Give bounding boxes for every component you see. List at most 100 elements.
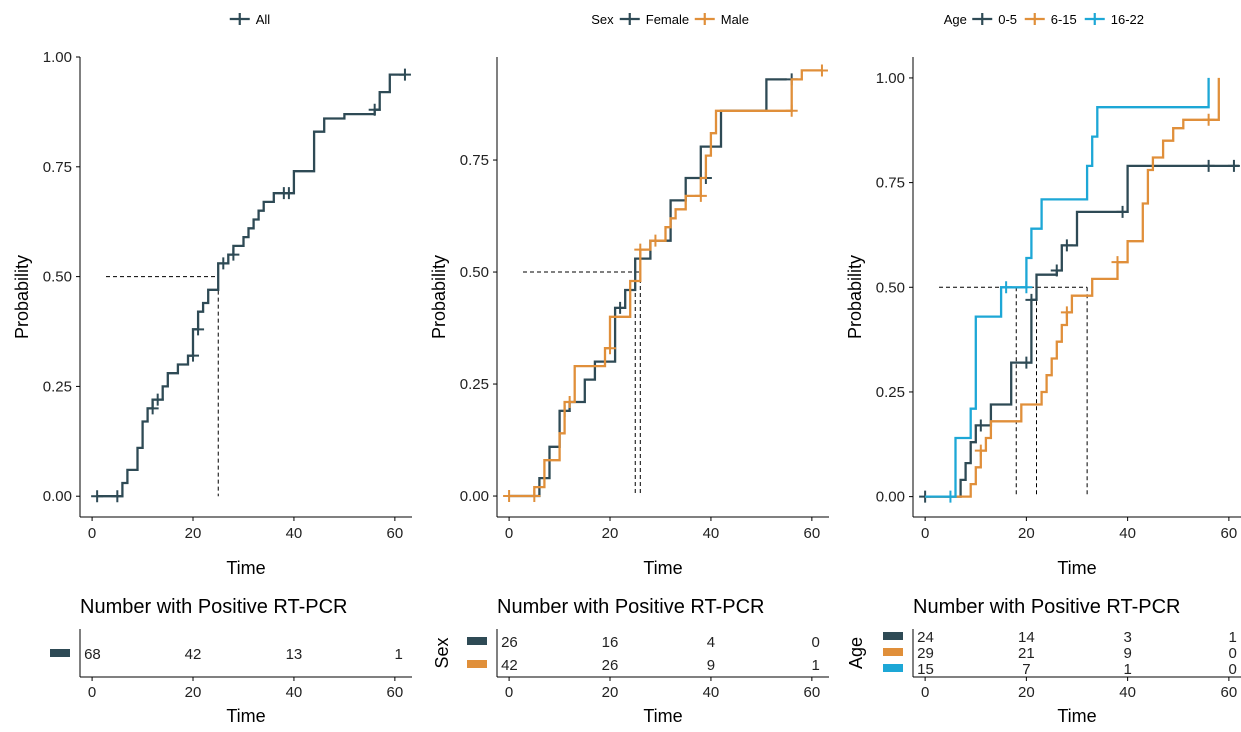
x-tick-label: 0 xyxy=(88,525,96,542)
x-tick-label: 20 xyxy=(602,525,619,542)
risk-x-tick-label: 60 xyxy=(387,684,404,701)
legend-entry: 0-5 xyxy=(998,12,1017,27)
censor-mark xyxy=(944,490,957,503)
censor-mark xyxy=(634,243,647,256)
legend-entry: All xyxy=(256,12,271,27)
censor-mark xyxy=(368,103,381,116)
y-tick-label: 0.25 xyxy=(460,376,489,393)
risk-count: 42 xyxy=(501,657,518,674)
risk-row-swatch xyxy=(883,632,903,640)
risk-count: 14 xyxy=(1018,629,1035,646)
legend-title: Age xyxy=(944,12,967,27)
risk-x-tick-label: 0 xyxy=(88,684,96,701)
censor-mark xyxy=(187,349,200,362)
risk-x-tick-label: 60 xyxy=(804,684,821,701)
risk-x-tick-label: 40 xyxy=(1119,684,1136,701)
censor-mark xyxy=(146,402,159,415)
x-tick-label: 0 xyxy=(505,525,513,542)
risk-x-axis-label: Time xyxy=(643,706,682,726)
y-axis-label: Probability xyxy=(429,255,449,339)
censor-mark xyxy=(151,393,164,406)
censor-mark xyxy=(217,257,230,270)
censor-mark xyxy=(192,323,205,336)
legend-entry: 6-15 xyxy=(1051,12,1077,27)
censor-mark xyxy=(503,490,516,503)
censor-mark xyxy=(1116,205,1129,218)
risk-table-title: Number with Positive RT-PCR xyxy=(913,596,1180,618)
y-tick-label: 0.75 xyxy=(43,159,72,176)
legend-entry: 16-22 xyxy=(1111,12,1144,27)
y-tick-label: 1.00 xyxy=(43,49,72,66)
risk-x-tick-label: 0 xyxy=(921,684,929,701)
censor-mark xyxy=(111,490,124,503)
censor-mark xyxy=(528,490,541,503)
y-tick-label: 0.00 xyxy=(43,488,72,505)
risk-count: 0 xyxy=(812,634,820,651)
risk-x-tick-label: 40 xyxy=(286,684,303,701)
risk-x-tick-label: 20 xyxy=(602,684,619,701)
risk-row-swatch xyxy=(467,637,487,645)
censor-mark xyxy=(1111,256,1124,269)
risk-count: 1 xyxy=(1229,629,1237,646)
risk-count: 26 xyxy=(602,657,619,674)
censor-mark xyxy=(785,104,798,117)
risk-count: 26 xyxy=(501,634,518,651)
censor-mark xyxy=(1020,281,1033,294)
x-axis-label: Time xyxy=(226,558,265,578)
risk-y-axis-label: Age xyxy=(846,637,866,669)
censor-mark xyxy=(398,68,411,81)
x-axis-label: Time xyxy=(643,558,682,578)
risk-count: 42 xyxy=(185,646,202,663)
risk-row-swatch xyxy=(467,660,487,668)
censor-mark xyxy=(1202,159,1215,172)
censor-mark xyxy=(563,395,576,408)
risk-count: 1 xyxy=(1123,661,1131,678)
censor-mark xyxy=(1060,306,1073,319)
censor-mark xyxy=(974,419,987,432)
risk-count: 0 xyxy=(1229,645,1237,662)
risk-row-swatch xyxy=(50,649,70,657)
y-tick-label: 0.50 xyxy=(43,269,72,286)
risk-count: 24 xyxy=(917,629,934,646)
y-tick-label: 0.25 xyxy=(43,378,72,395)
censor-mark xyxy=(649,234,662,247)
x-tick-label: 60 xyxy=(1221,525,1238,542)
y-tick-label: 0.00 xyxy=(460,488,489,505)
x-tick-label: 20 xyxy=(1018,525,1035,542)
risk-y-axis-label: Sex xyxy=(432,637,452,668)
legend-entry: Male xyxy=(721,12,749,27)
x-tick-label: 60 xyxy=(387,525,404,542)
x-tick-label: 40 xyxy=(703,525,720,542)
risk-x-tick-label: 40 xyxy=(703,684,720,701)
y-axis-label: Probability xyxy=(12,255,32,339)
risk-x-axis-label: Time xyxy=(226,706,265,726)
censor-mark xyxy=(614,301,627,314)
censor-mark xyxy=(1050,264,1063,277)
x-tick-label: 20 xyxy=(185,525,202,542)
y-tick-label: 0.25 xyxy=(876,384,905,401)
risk-row-swatch xyxy=(883,648,903,656)
series-line-6-15 xyxy=(925,77,1220,498)
x-tick-label: 60 xyxy=(804,525,821,542)
censor-mark xyxy=(1060,239,1073,252)
risk-table-title: Number with Positive RT-PCR xyxy=(497,596,764,618)
y-tick-label: 1.00 xyxy=(876,70,905,87)
series-line-Female xyxy=(509,78,787,498)
risk-count: 9 xyxy=(1123,645,1131,662)
risk-count: 15 xyxy=(917,661,934,678)
risk-count: 4 xyxy=(707,634,715,651)
risk-count: 13 xyxy=(286,646,303,663)
risk-row-swatch xyxy=(883,664,903,672)
y-tick-label: 0.75 xyxy=(460,152,489,169)
risk-count: 7 xyxy=(1022,661,1030,678)
censor-mark xyxy=(1227,159,1240,172)
censor-mark xyxy=(974,444,987,457)
y-tick-label: 0.00 xyxy=(876,489,905,506)
censor-mark xyxy=(815,64,828,77)
series-line-Male xyxy=(509,69,822,498)
censor-mark xyxy=(1202,113,1215,126)
risk-count: 0 xyxy=(1229,661,1237,678)
censor-mark xyxy=(91,490,104,503)
